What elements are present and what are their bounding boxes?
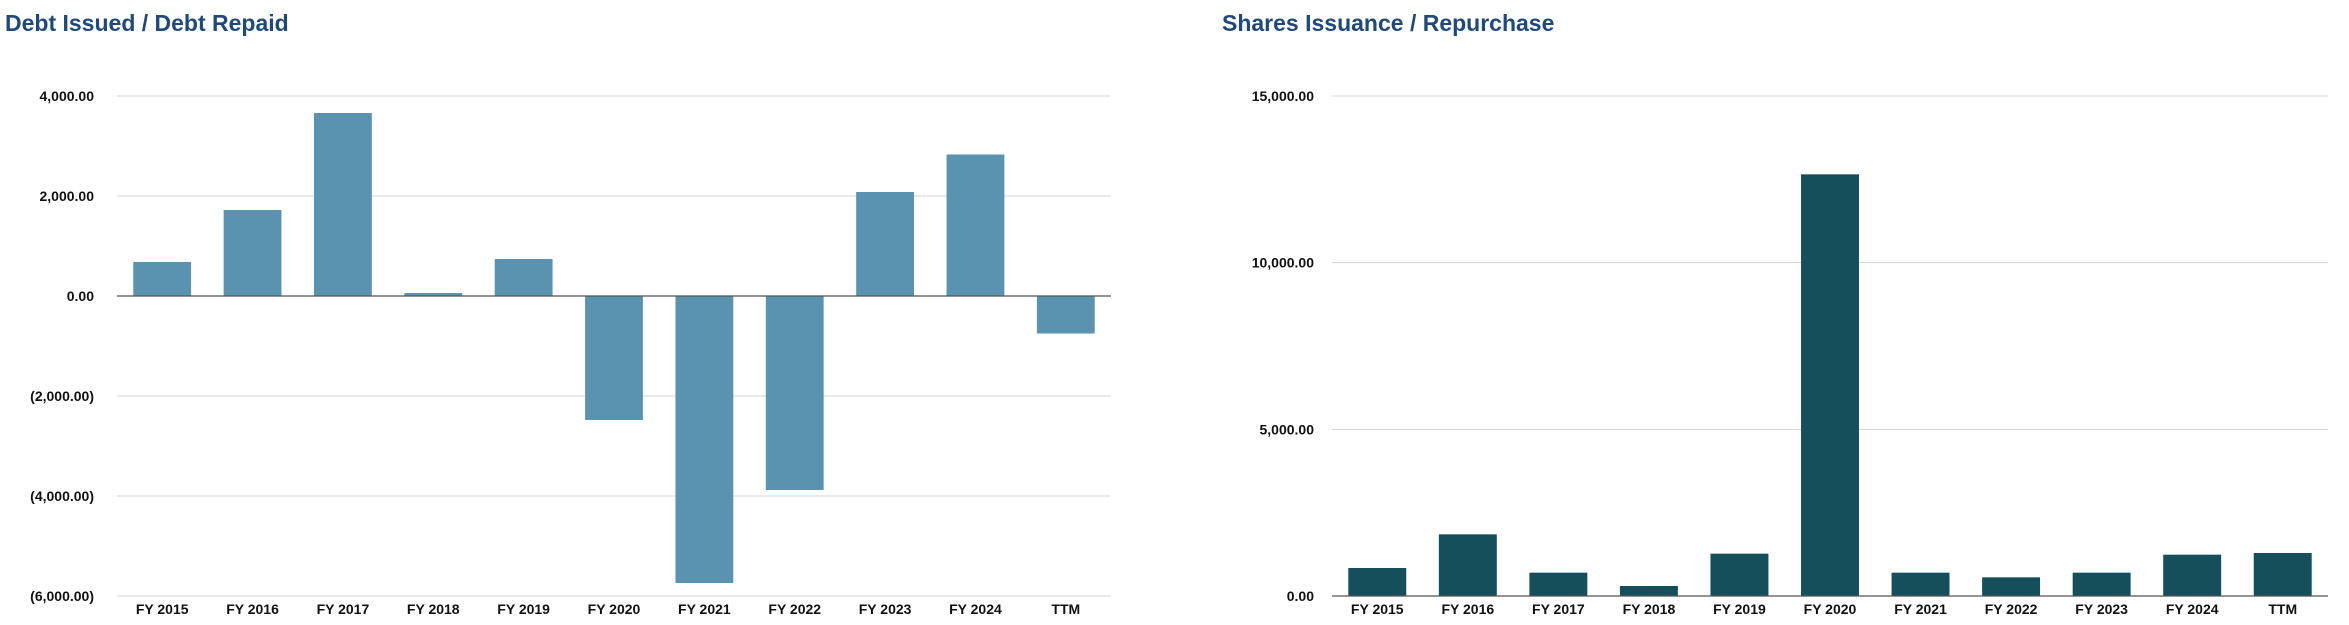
debt-bar [313, 113, 372, 296]
debt-x-tick-label: FY 2021 [678, 601, 731, 617]
debt-x-tick-label: FY 2016 [226, 601, 279, 617]
shares-x-tick-label: FY 2016 [1441, 601, 1494, 617]
shares-x-tick-label: FY 2018 [1623, 601, 1676, 617]
shares-y-tick-label: 10,000.00 [1252, 255, 1314, 271]
debt-x-tick-label: FY 2018 [407, 601, 460, 617]
shares-x-tick-label: FY 2021 [1894, 601, 1947, 617]
shares-bar [1801, 174, 1859, 597]
shares-bar [1529, 572, 1588, 596]
debt-y-tick-label: (6,000.00) [30, 588, 94, 604]
debt-chart-title: Debt Issued / Debt Repaid [5, 10, 289, 36]
debt-bar [1036, 296, 1095, 334]
shares-x-tick-label: FY 2017 [1532, 601, 1585, 617]
debt-bar [765, 296, 824, 490]
debt-y-tick-label: (4,000.00) [30, 488, 94, 504]
debt-bar [494, 259, 553, 296]
shares-chart-panel: Shares Issuance / Repurchase 15,000.00 10… [1222, 0, 2349, 625]
debt-bar [223, 210, 282, 296]
debt-x-tick-label: FY 2017 [317, 601, 370, 617]
shares-bar [1619, 586, 1678, 596]
shares-x-tick-label: FY 2024 [2166, 601, 2219, 617]
shares-x-tick-label: FY 2019 [1713, 601, 1766, 617]
debt-x-tick-label: FY 2020 [588, 601, 641, 617]
shares-y-tick-label: 0.00 [1287, 588, 1314, 604]
debt-x-tick-label: FY 2024 [949, 601, 1002, 617]
shares-x-tick-label: FY 2015 [1351, 601, 1404, 617]
shares-bar [2072, 572, 2131, 596]
debt-bar [946, 154, 1005, 296]
debt-x-tick-label: FY 2019 [497, 601, 550, 617]
debt-bar [404, 293, 463, 296]
debt-y-tick-label: 4,000.00 [40, 88, 95, 104]
debt-chart-panel: Debt Issued / Debt Repaid 4,000.00 2,000.… [5, 10, 1111, 617]
debt-y-tick-label: (2,000.00) [30, 388, 94, 404]
debt-x-tick-label: FY 2023 [859, 601, 912, 617]
shares-bar [1891, 572, 1950, 596]
debt-x-tick-label: FY 2022 [768, 601, 821, 617]
shares-bar [1438, 534, 1497, 596]
shares-x-tick-label: TTM [2268, 601, 2297, 617]
debt-bar [585, 296, 643, 420]
shares-bar [1982, 577, 2041, 596]
debt-bar [675, 296, 734, 583]
shares-bar [1710, 553, 1769, 596]
shares-bar [2253, 553, 2312, 596]
debt-y-tick-label: 2,000.00 [40, 188, 95, 204]
debt-bar [133, 262, 192, 296]
shares-x-tick-label: FY 2023 [2075, 601, 2128, 617]
shares-x-tick-label: FY 2022 [1985, 601, 2038, 617]
debt-bar [856, 192, 915, 296]
shares-bar [1348, 568, 1407, 596]
shares-x-tick-label: FY 2020 [1804, 601, 1857, 617]
shares-chart-title: Shares Issuance / Repurchase [1222, 10, 1555, 36]
debt-y-tick-label: 0.00 [67, 288, 94, 304]
debt-x-tick-label: FY 2015 [136, 601, 189, 617]
shares-y-tick-label: 15,000.00 [1252, 88, 1314, 104]
shares-y-tick-label: 5,000.00 [1260, 421, 1315, 437]
shares-chart: 15,000.00 10,000.00 5,000.00 0.00 FY 2015 FY … [1252, 88, 2328, 617]
debt-x-tick-label: TTM [1051, 601, 1080, 617]
debt-chart: 4,000.00 2,000.00 0.00 (2,000.00) (4,000.00)… [30, 88, 1111, 617]
shares-bar [2163, 554, 2222, 596]
